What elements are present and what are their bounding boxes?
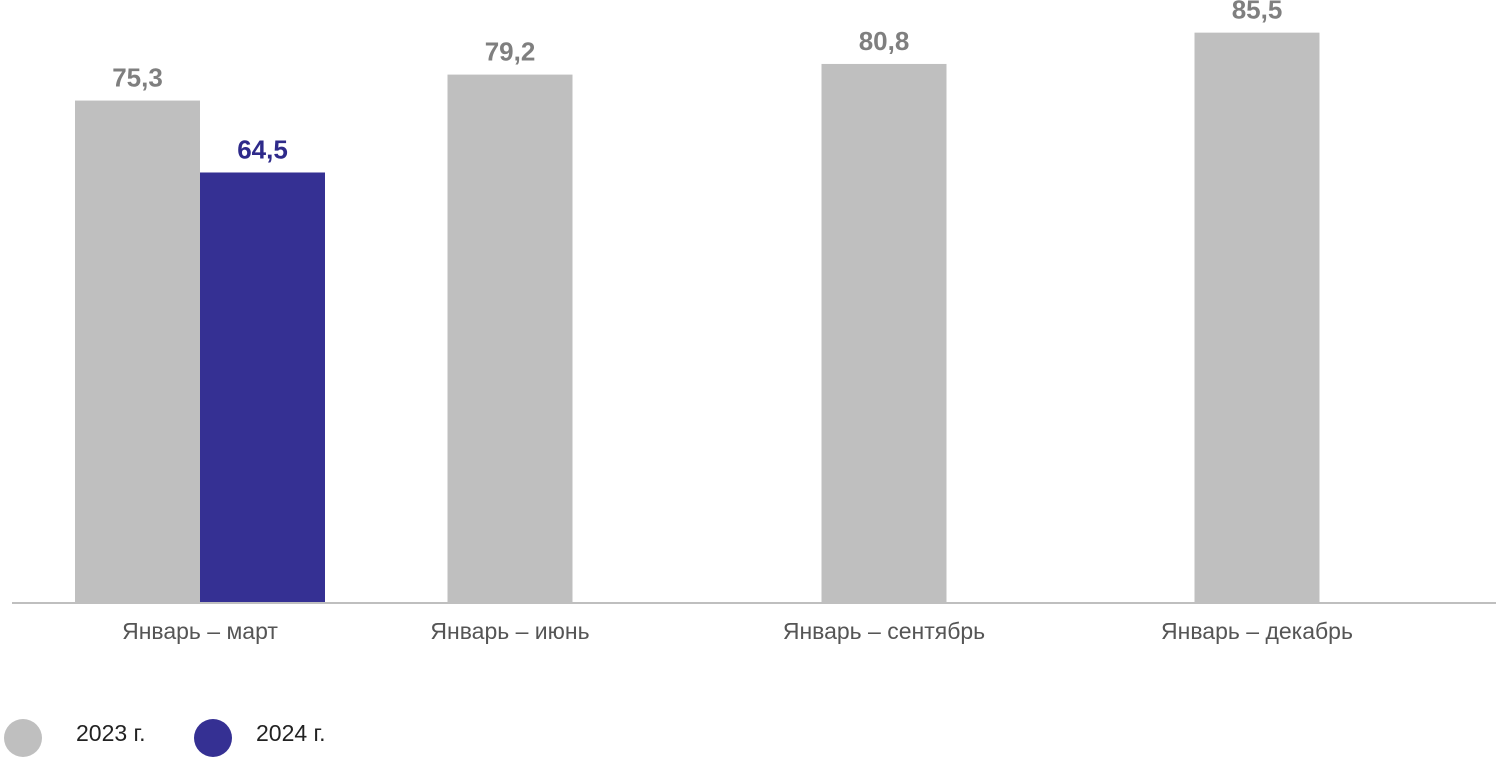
bar-2023-1 — [75, 100, 200, 602]
legend-label-2023: 2023 г. — [76, 720, 146, 746]
data-label-2023-2: 79,2 — [485, 37, 536, 67]
bar-2023-2 — [447, 74, 573, 603]
bar-2024-1 — [200, 172, 325, 602]
data-label-2023-4: 85,5 — [1232, 0, 1283, 25]
bar-2023-4 — [1194, 32, 1320, 603]
x-tick-label-4: Январь – декабрь — [1161, 618, 1353, 644]
x-tick-label-3: Январь – сентябрь — [783, 618, 985, 644]
bar-chart: 75,3 64,5 Январь – март 79,2 Январь – июнь 80… — [12, 0, 1496, 644]
legend-swatch-2024 — [194, 719, 232, 757]
data-label-2023-1: 75,3 — [112, 63, 163, 93]
x-tick-label-1: Январь – март — [122, 618, 278, 644]
x-tick-label-2: Январь – июнь — [430, 618, 589, 644]
bar-2023-3 — [821, 63, 947, 603]
legend-swatch-2023 — [4, 719, 42, 757]
data-label-2024-1: 64,5 — [237, 134, 288, 164]
data-label-2023-3: 80,8 — [859, 26, 910, 56]
legend-label-2024: 2024 г. — [256, 720, 326, 746]
